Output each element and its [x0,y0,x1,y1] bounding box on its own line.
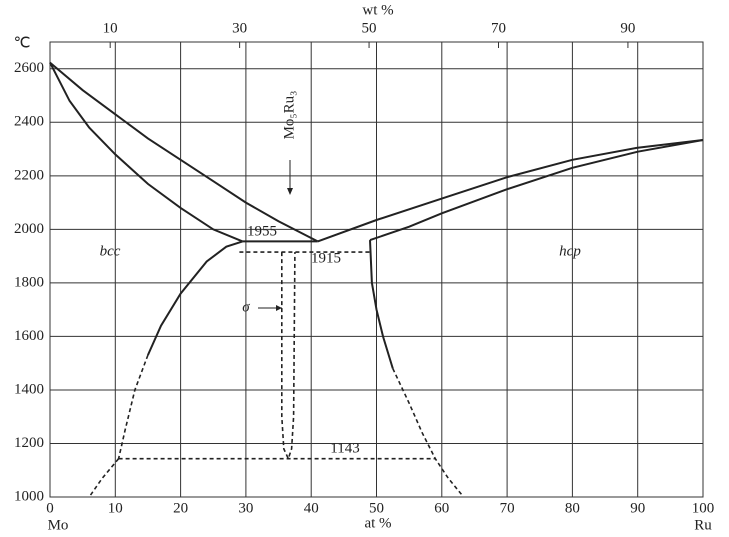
x-axis-label: at % [364,515,391,531]
x-tick-label: 100 [692,500,715,516]
x2-tick-label: 10 [103,20,118,36]
y-tick-label: 2600 [14,60,44,76]
x-tick-label: 90 [630,500,645,516]
phase-label: hcp [559,243,581,259]
phase-boundary [369,139,704,242]
isotherm-label: 1143 [330,440,359,456]
phase-boundary [88,458,120,498]
x-tick-label: 0 [46,500,54,516]
phase-boundary [392,368,463,495]
x-tick-label: 10 [108,500,123,516]
y-axis-label: ℃ [14,35,31,51]
x-tick-label: 80 [565,500,580,516]
phase-boundary [49,62,243,243]
arrow-head [276,305,282,311]
y-tick-label: 1400 [14,381,44,397]
y-tick-label: 2200 [14,167,44,183]
phase-boundary [146,240,243,356]
phase-boundary [281,252,296,461]
phase-boundary [117,354,149,459]
x2-axis-label: wt % [362,2,393,18]
x2-tick-label: 50 [362,20,377,36]
x2-tick-label: 30 [232,20,247,36]
phase-label: bcc [100,243,121,259]
x-tick-label: 50 [369,500,384,516]
x-tick-label: 60 [434,500,449,516]
y-tick-label: 1200 [14,435,44,451]
isotherm-label: 1915 [311,250,341,266]
x-tick-label: 30 [238,500,253,516]
phase-boundary [49,61,319,243]
y-tick-label: 1600 [14,328,44,344]
x2-tick-label: 70 [491,20,506,36]
isotherm-label: 1955 [247,223,277,239]
phase-boundary [317,139,704,243]
y-tick-label: 2400 [14,114,44,130]
y-tick-label: 1800 [14,274,44,290]
phase-label: Mo₅Ru₃ [281,91,297,140]
x-tick-label: 20 [173,500,188,516]
x2-tick-label: 90 [620,20,635,36]
x-tick-label: 70 [500,500,515,516]
phase-boundary [369,240,394,369]
x-tick-label: 40 [304,500,319,516]
x-end-label: Mo [48,517,69,533]
y-tick-label: 2000 [14,221,44,237]
x-end-label: Ru [694,517,712,533]
y-tick-label: 1000 [14,488,44,504]
arrow-head [287,188,293,195]
